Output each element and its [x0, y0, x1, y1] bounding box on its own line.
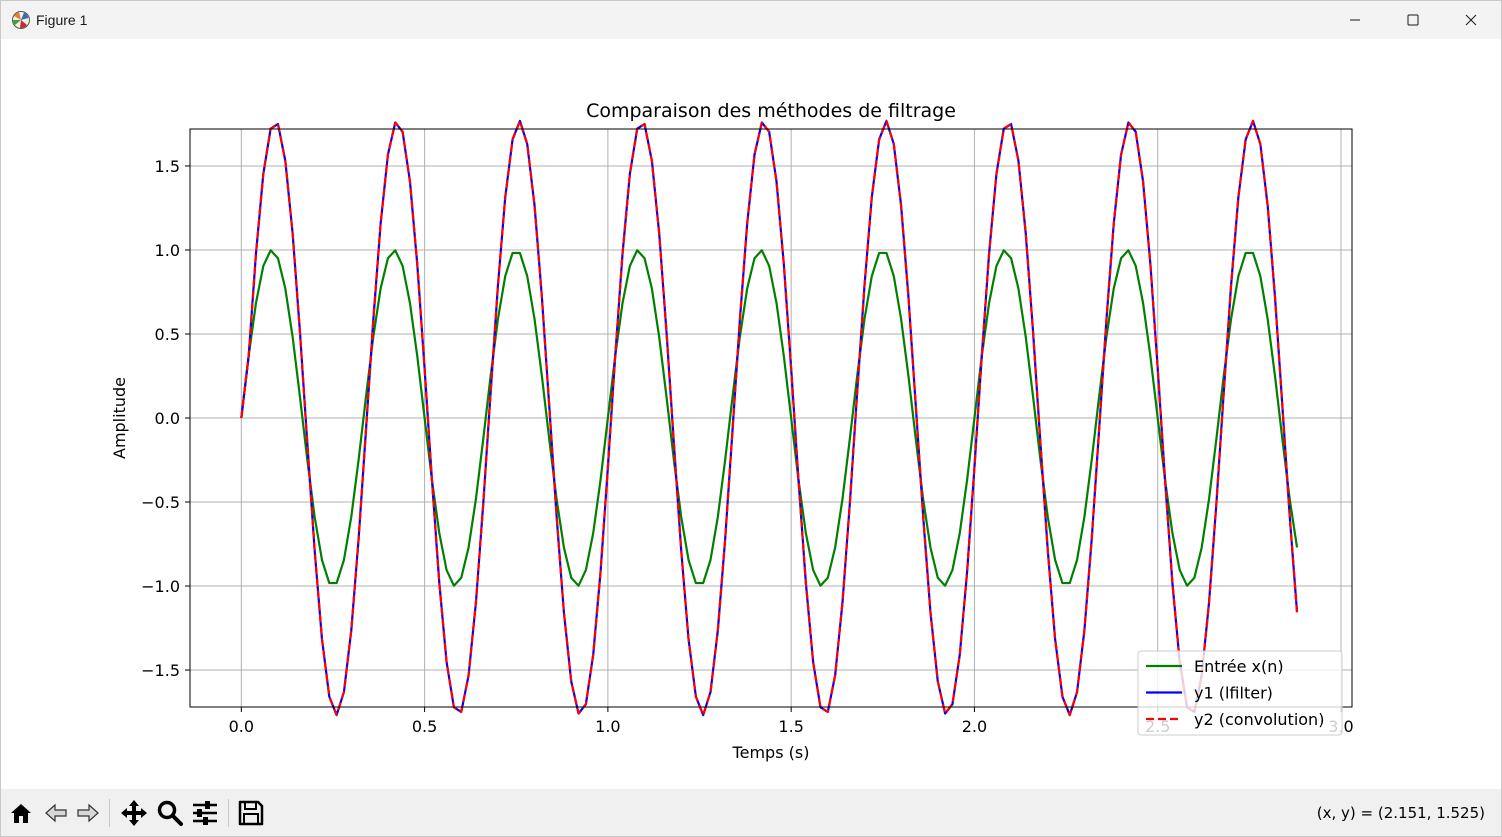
legend-label: y2 (convolution) [1194, 710, 1324, 729]
legend: Entrée x(n) y1 (lfilter) y2 (convolution) [1137, 650, 1343, 736]
minimize-button[interactable] [1326, 1, 1384, 39]
maximize-button[interactable] [1384, 1, 1442, 39]
series-line [240, 119, 1299, 717]
y-tick-label: 0.5 [155, 325, 180, 344]
maximize-icon [1407, 14, 1419, 26]
navigation-toolbar: (x, y) = (2.151, 1.525) [1, 789, 1501, 836]
legend-label: y1 (lfilter) [1194, 684, 1273, 703]
back-button[interactable] [39, 796, 73, 830]
close-icon [1465, 14, 1477, 26]
y-tick-label: 1.5 [155, 157, 180, 176]
back-arrow-icon [45, 803, 67, 823]
chart-svg: 0.00.51.01.52.02.53.0−1.5−1.0−0.50.00.51… [110, 100, 1354, 762]
close-button[interactable] [1442, 1, 1500, 39]
configure-subplots-button[interactable] [188, 796, 222, 830]
home-icon [11, 804, 31, 823]
y-tick-label: −0.5 [141, 493, 180, 512]
title-bar: Figure 1 [1, 1, 1501, 39]
x-axis-label: Temps (s) [732, 743, 810, 762]
toolbar-separator [109, 799, 110, 827]
move-icon [121, 800, 147, 826]
x-tick-label: 1.5 [778, 717, 803, 736]
x-tick-label: 0.0 [229, 717, 254, 736]
zoom-icon [157, 800, 183, 826]
figure-canvas[interactable]: 0.00.51.01.52.02.53.0−1.5−1.0−0.50.00.51… [1, 39, 1501, 789]
toolbar-separator [228, 799, 229, 827]
legend-box [1137, 650, 1343, 736]
cursor-coordinates: (x, y) = (2.151, 1.525) [1316, 804, 1485, 822]
y-tick-label: 1.0 [155, 241, 180, 260]
y-tick-label: 0.0 [155, 409, 180, 428]
y-tick-label: −1.5 [141, 661, 180, 680]
zoom-button[interactable] [153, 796, 187, 830]
save-button[interactable] [234, 796, 268, 830]
x-tick-label: 1.0 [595, 717, 620, 736]
y-axis-label: Amplitude [110, 377, 129, 459]
y-tick-label: −1.0 [141, 577, 180, 596]
sliders-icon [193, 801, 217, 825]
minimize-icon [1350, 19, 1360, 21]
chart-title: Comparaison des méthodes de filtrage [586, 100, 956, 122]
legend-label: Entrée x(n) [1194, 657, 1284, 676]
matplotlib-icon [11, 10, 31, 30]
save-icon [238, 800, 264, 826]
x-tick-label: 2.0 [962, 717, 987, 736]
pan-button[interactable] [117, 796, 151, 830]
series-line [240, 249, 1299, 587]
home-button[interactable] [4, 796, 38, 830]
forward-arrow-icon [77, 803, 99, 823]
series-group [240, 119, 1299, 717]
window-title: Figure 1 [36, 12, 88, 28]
forward-button[interactable] [71, 796, 105, 830]
x-tick-label: 0.5 [412, 717, 437, 736]
